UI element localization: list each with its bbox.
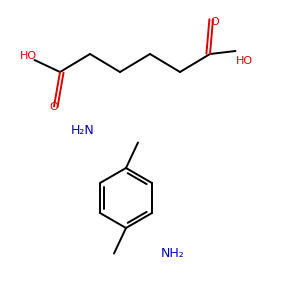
Text: O: O — [49, 101, 58, 112]
Text: H₂N: H₂N — [71, 124, 94, 137]
Text: NH₂: NH₂ — [160, 247, 184, 260]
Text: O: O — [210, 16, 219, 27]
Text: HO: HO — [20, 50, 37, 61]
Text: HO: HO — [236, 56, 253, 67]
